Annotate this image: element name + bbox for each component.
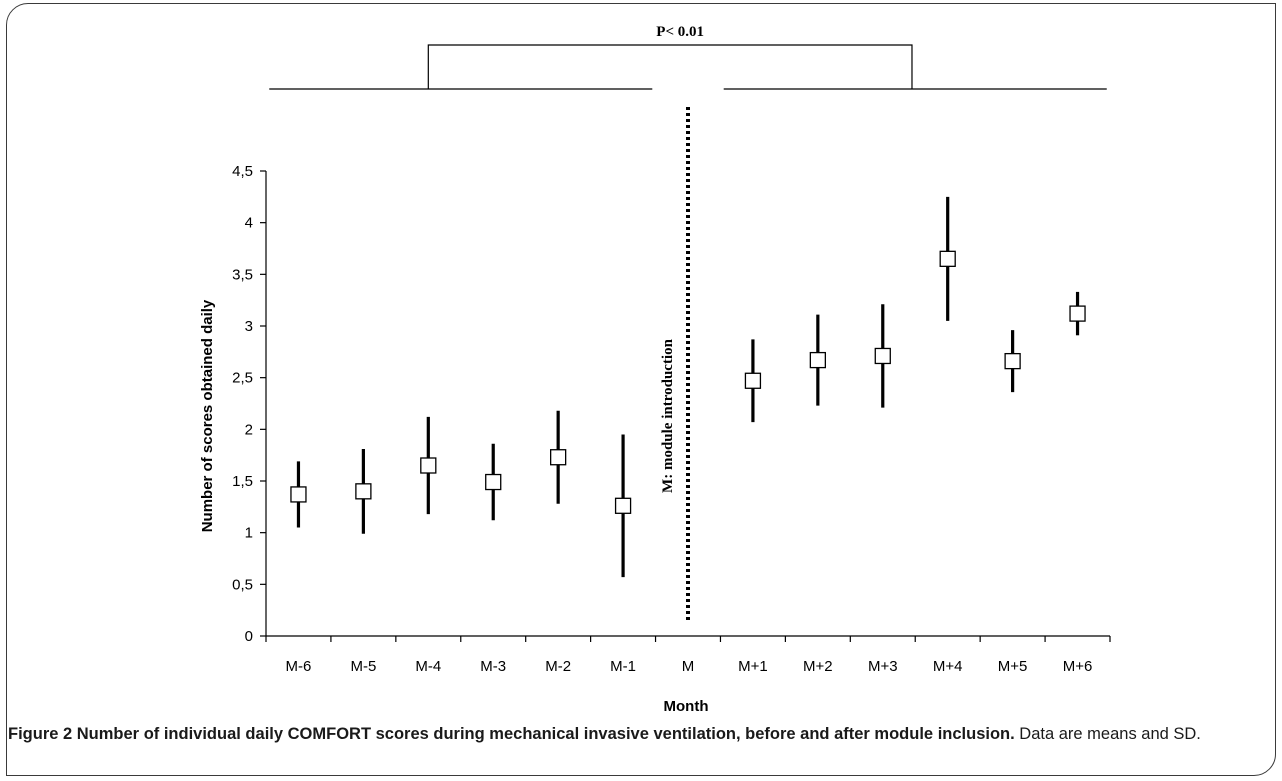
y-tick-label: 2 — [245, 421, 253, 438]
mean-marker — [744, 372, 762, 389]
mean-marker — [420, 457, 437, 474]
divider-label: M: module introduction — [660, 338, 676, 493]
x-tick-label: M-6 — [286, 658, 312, 675]
y-axis-title: Number of scores obtained daily — [199, 299, 216, 532]
significance-label: P< 0.01 — [656, 24, 704, 40]
x-tick-label: M-5 — [350, 658, 376, 675]
x-tick-label: M+6 — [1063, 658, 1093, 675]
y-tick-label: 1,5 — [232, 473, 253, 490]
figure-caption: Figure 2 Number of individual daily COMF… — [8, 722, 1270, 747]
y-tick-label: 3 — [245, 318, 253, 335]
mean-marker — [485, 473, 502, 491]
y-tick-label: 1 — [245, 525, 253, 542]
x-tick-label: M-4 — [415, 658, 441, 675]
mean-marker — [874, 347, 891, 365]
y-tick-label: 0 — [245, 628, 253, 645]
y-tick-label: 2,5 — [232, 370, 253, 387]
x-tick-label: M+4 — [933, 658, 963, 675]
x-tick-label: M+3 — [868, 658, 898, 675]
mean-marker — [290, 486, 307, 503]
mean-marker — [809, 351, 826, 369]
x-tick-label: M+2 — [803, 658, 833, 675]
mean-marker — [614, 497, 632, 514]
x-axis: M-6 M-5 M-4 M-3 M-2 M-1 M M+1 M+2 M+3 M+4 M+5 M+6 — [265, 635, 1111, 675]
caption-rest: Data are means and SD. — [1019, 725, 1201, 743]
data-marks — [290, 196, 1086, 578]
figure-frame — [6, 3, 1276, 776]
bracket-line — [427, 44, 913, 89]
x-tick-label: M — [682, 658, 695, 675]
mean-marker — [1004, 352, 1021, 370]
y-tick-label: 4,5 — [232, 163, 253, 180]
y-axis: 0 0,5 1 1,5 2 2,5 3 3,5 4 4,5 — [232, 163, 267, 645]
x-axis-title: Month — [664, 698, 709, 715]
chart: P< 0.01 00,511,522,533,544,5 M-6 M-5 M-4 M-… — [199, 24, 1111, 715]
module-introduction-divider: M: module introduction — [660, 107, 690, 622]
mean-marker — [939, 250, 956, 267]
x-tick-label: M-1 — [610, 658, 636, 675]
y-tick-label: 4 — [245, 215, 253, 232]
caption-lead: Figure 2 Number of individual daily COMF… — [8, 725, 1015, 743]
mean-marker — [1069, 305, 1086, 322]
mean-marker — [355, 483, 372, 500]
y-tick-label: 3,5 — [232, 266, 253, 283]
x-tick-label: M-3 — [480, 658, 506, 675]
x-tick-label: M+1 — [738, 658, 768, 675]
x-tick-label: M-2 — [545, 658, 571, 675]
mean-marker — [550, 449, 567, 466]
x-tick-label: M+5 — [998, 658, 1028, 675]
significance-bracket: P< 0.01 — [269, 24, 1107, 90]
y-tick-label: 0,5 — [232, 576, 253, 593]
